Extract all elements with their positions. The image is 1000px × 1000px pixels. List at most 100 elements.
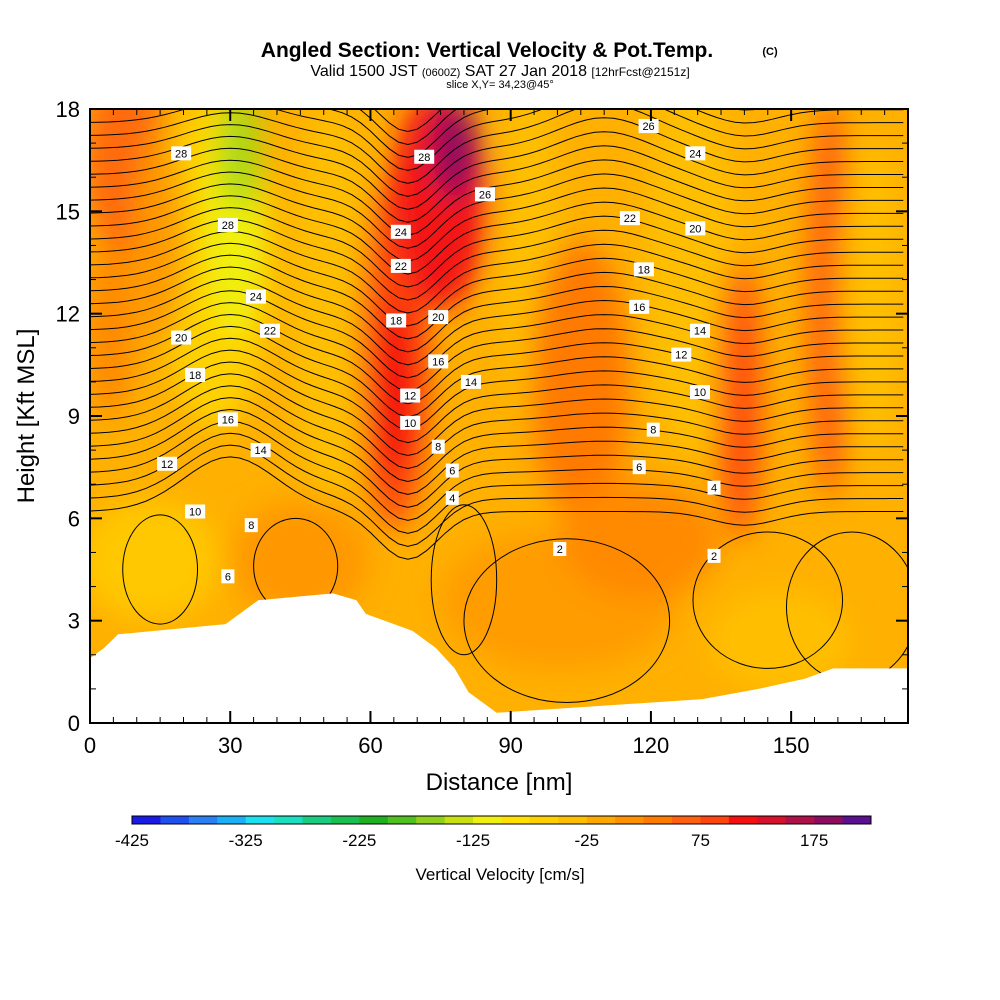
contour-label-text: 16 (222, 414, 234, 426)
contour-label-text: 28 (418, 152, 430, 164)
contour-label: 12 (157, 456, 178, 471)
contour-label-text: 22 (264, 326, 276, 338)
colorbar-swatch (188, 816, 218, 824)
contour-label-box (245, 289, 266, 304)
chart-title-units: (C) (762, 46, 778, 58)
isentrope-line (90, 254, 904, 340)
colorbar-swatch (302, 816, 332, 824)
contour-label-box (400, 415, 421, 430)
colorbar-swatch (672, 816, 701, 824)
contour-label: 18 (185, 368, 206, 383)
y-tick-label: 6 (68, 506, 80, 531)
isentrope-line (90, 456, 904, 560)
contour-label-box (250, 443, 271, 458)
contour-label: 22 (390, 258, 411, 273)
contour-label: 20 (428, 310, 449, 325)
y-axis-label: Height [Kft MSL] (13, 329, 40, 504)
isentrope-line (90, 278, 904, 366)
contour-label-box (400, 388, 421, 403)
contour-label-text: 12 (675, 350, 687, 362)
contour-label-text: 6 (636, 462, 642, 474)
contour-label: 14 (460, 374, 481, 389)
contour-label: 20 (685, 221, 706, 236)
isentrope-line (90, 302, 904, 392)
contour-label-box (685, 221, 706, 236)
contour-label: 10 (185, 504, 206, 519)
colorbar-tick-label: -125 (456, 831, 490, 850)
contour-label-text: 14 (254, 445, 266, 457)
isentrope-line (90, 349, 904, 444)
colorbar-tick-label: 175 (800, 831, 828, 850)
isentrope-line (90, 131, 904, 210)
colorbar-frame (131, 815, 872, 825)
colorbar-swatch (814, 816, 844, 824)
contour-label-text: 24 (395, 227, 407, 239)
contour-label: 16 (629, 299, 650, 314)
x-tick-label: 120 (633, 733, 670, 758)
contour-label: 2 (707, 548, 721, 563)
colorbar-swatch (558, 816, 588, 824)
colorbar-swatch (274, 816, 304, 824)
colorbar-tick-label: -25 (574, 831, 599, 850)
contour-label-text: 28 (175, 148, 187, 160)
contour-label: 24 (390, 224, 411, 239)
contour-label-box (689, 323, 710, 338)
isentrope-line (90, 361, 904, 457)
contour-label: 20 (171, 330, 192, 345)
contour-label-box (259, 323, 280, 338)
subtitle-date: SAT 27 Jan 2018 (465, 63, 587, 80)
contour-label-text: 12 (161, 459, 173, 471)
contour-label-box (460, 374, 481, 389)
x-axis: 0 30 60 90 120 150 (84, 109, 886, 758)
y-tick-label: 15 (56, 199, 80, 224)
isentrope-line (90, 183, 904, 262)
contour-label-text: 20 (175, 333, 187, 345)
contour-label-box (632, 460, 646, 475)
contour-label-box (185, 368, 206, 383)
isentrope-line (90, 242, 904, 327)
x-axis-label: Distance [nm] (426, 769, 573, 796)
isentrope-line (90, 373, 904, 470)
colorbar-tick-label: 75 (691, 831, 710, 850)
y-tick-label: 3 (68, 609, 80, 634)
colorbar-tick-label: -225 (342, 831, 376, 850)
isentrope-line (90, 337, 904, 431)
contour-label: 28 (171, 146, 192, 161)
contour-label-box (445, 490, 459, 505)
contour-label-box (629, 299, 650, 314)
contour-label-text: 4 (449, 493, 455, 505)
y-axis: 0 3 6 9 12 15 18 (56, 97, 908, 736)
contour-label: 4 (445, 490, 459, 505)
isentrope-line (90, 145, 904, 223)
contour-label-box (445, 463, 459, 478)
contour-label-box (185, 504, 206, 519)
contour-label-text: 20 (689, 223, 701, 235)
colorbar-tick-label: -425 (115, 831, 149, 850)
contour-label-box (707, 480, 721, 495)
contour-label: 16 (428, 354, 449, 369)
contour-label: 26 (474, 187, 495, 202)
contour-label-box (171, 330, 192, 345)
contour-label-box (390, 224, 411, 239)
contour-label-text: 2 (711, 551, 717, 563)
colorbar-swatch (132, 816, 161, 824)
colorbar-swatch (359, 816, 389, 824)
contour-label-text: 6 (225, 571, 231, 583)
contour-label-text: 14 (694, 326, 706, 338)
contour-label: 6 (632, 460, 646, 475)
y-tick-label: 18 (56, 97, 80, 122)
isentrope-line (90, 325, 904, 418)
isentrope-line (90, 117, 904, 197)
contour-label-text: 8 (435, 442, 441, 454)
colorbar-swatch (728, 816, 758, 824)
low-level-contour (430, 504, 498, 656)
contour-label: 6 (445, 463, 459, 478)
colorbar-label: Vertical Velocity [cm/s] (415, 865, 584, 884)
colorbar-swatch (501, 816, 531, 824)
contour-label: 14 (689, 323, 710, 338)
contour-label-box (553, 542, 567, 557)
contour-label-text: 26 (642, 121, 654, 133)
chart-title: Angled Section: Vertical Velocity & Pot.… (261, 39, 713, 62)
contour-label: 28 (414, 149, 435, 164)
contour-label-text: 18 (390, 315, 402, 327)
